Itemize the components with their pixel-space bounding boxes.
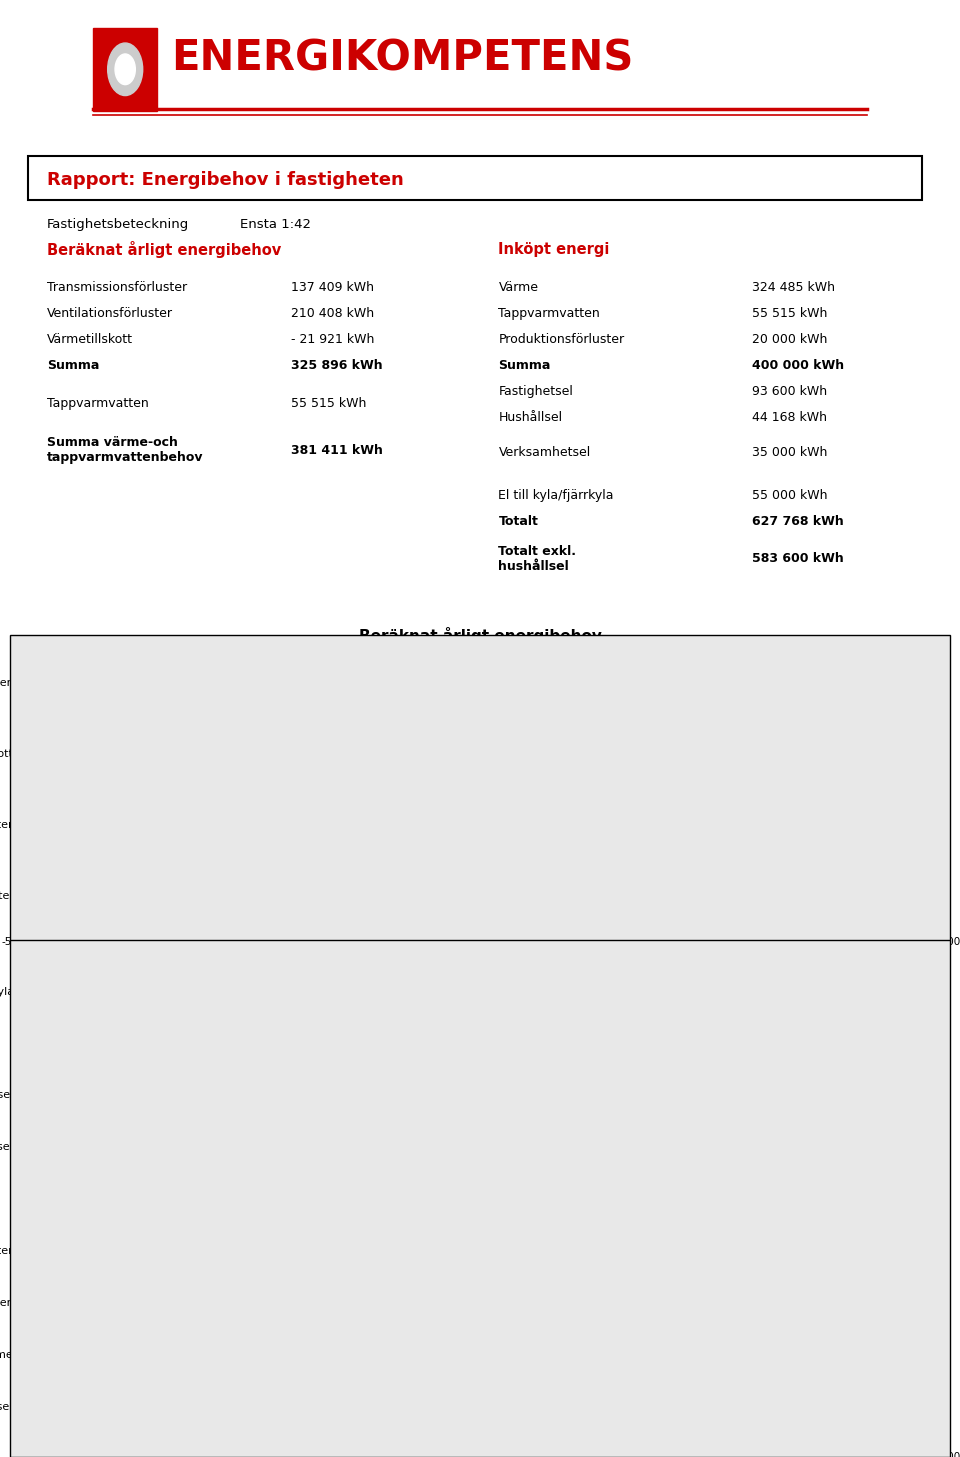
Text: Transmissionsförluster: Transmissionsförluster: [47, 281, 187, 294]
Text: 210 408 kWh: 210 408 kWh: [291, 307, 374, 321]
Title: Beräknat årligt energibehov: Beräknat årligt energibehov: [359, 627, 601, 644]
Text: Beräknat årligt energibehov: Beräknat årligt energibehov: [47, 242, 281, 258]
Title: Årligt inköp av energi: Årligt inköp av energi: [387, 931, 573, 949]
Text: 55 515 kWh: 55 515 kWh: [291, 396, 367, 409]
Text: Ventilationsförluster: Ventilationsförluster: [47, 307, 173, 321]
Text: 93 600 kWh: 93 600 kWh: [752, 385, 827, 398]
Text: Fastighetsbeteckning: Fastighetsbeteckning: [47, 219, 189, 232]
Ellipse shape: [108, 44, 143, 96]
Text: Värmetillskott: Värmetillskott: [47, 334, 132, 347]
Text: Fastighetsel: Fastighetsel: [498, 385, 573, 398]
Bar: [173, 876, 595, 915]
Text: Inköpt energi: Inköpt energi: [498, 242, 610, 258]
Bar: [173, 661, 344, 701]
FancyBboxPatch shape: [29, 156, 923, 201]
Text: 44 168 kWh: 44 168 kWh: [752, 411, 827, 424]
Bar: [19, 1080, 135, 1109]
Text: ENERGIKOMPETENS: ENERGIKOMPETENS: [171, 38, 634, 79]
Text: El till kyla/fjärrkyla: El till kyla/fjärrkyla: [498, 488, 614, 501]
Text: Rapport: Energibehov i fastigheten: Rapport: Energibehov i fastigheten: [47, 170, 403, 189]
Text: Summa värme-och
tappvarmvattenbehov: Summa värme-och tappvarmvattenbehov: [47, 436, 204, 465]
Text: 400 000 kWh: 400 000 kWh: [752, 358, 844, 372]
Bar: [19, 1132, 266, 1161]
Ellipse shape: [115, 54, 135, 85]
Text: 583 600 kWh: 583 600 kWh: [752, 552, 844, 565]
Text: Summa: Summa: [498, 358, 551, 372]
Text: Totalt exkl.
hushållsel: Totalt exkl. hushållsel: [498, 545, 576, 573]
Bar: [19, 1288, 165, 1316]
Bar: [19, 1340, 874, 1368]
Text: Verksamhetsel: Verksamhetsel: [498, 446, 590, 459]
Text: 627 768 kWh: 627 768 kWh: [752, 514, 844, 527]
Bar: [19, 976, 164, 1005]
Bar: [19, 1236, 72, 1265]
Text: Värme: Värme: [498, 281, 539, 294]
Text: Produktionsförluster: Produktionsförluster: [498, 334, 625, 347]
Bar: [173, 804, 819, 844]
Text: - 21 921 kWh: - 21 921 kWh: [291, 334, 374, 347]
Text: 55 000 kWh: 55 000 kWh: [752, 488, 828, 501]
Text: 55 515 kWh: 55 515 kWh: [752, 307, 828, 321]
Text: 381 411 kWh: 381 411 kWh: [291, 444, 383, 457]
Bar: [19, 1391, 111, 1421]
Bar: [106, 733, 173, 772]
Text: 324 485 kWh: 324 485 kWh: [752, 281, 835, 294]
X-axis label: kWh: kWh: [465, 953, 495, 966]
Text: 137 409 kWh: 137 409 kWh: [291, 281, 374, 294]
Text: Totalt: Totalt: [498, 514, 539, 527]
Text: Ensta 1:42: Ensta 1:42: [240, 219, 311, 232]
Text: 325 896 kWh: 325 896 kWh: [291, 358, 383, 372]
FancyBboxPatch shape: [93, 28, 157, 111]
Text: Summa: Summa: [47, 358, 99, 372]
Text: Tappvarmvatten: Tappvarmvatten: [498, 307, 600, 321]
Text: Hushållsel: Hushållsel: [498, 411, 563, 424]
Text: Tappvarmvatten: Tappvarmvatten: [47, 396, 149, 409]
Text: 35 000 kWh: 35 000 kWh: [752, 446, 828, 459]
Text: 20 000 kWh: 20 000 kWh: [752, 334, 828, 347]
